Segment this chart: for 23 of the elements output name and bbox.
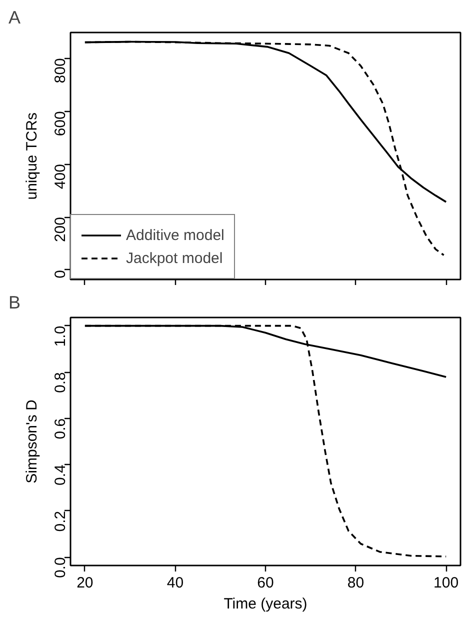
y-tick-label: 0 xyxy=(52,270,69,278)
y-tick-label: 0.6 xyxy=(52,418,69,440)
legend-label: Jackpot model xyxy=(126,250,223,266)
y-tick-label: 400 xyxy=(52,164,69,190)
y-tick-label: 0.8 xyxy=(52,372,69,393)
x-tick-label: 80 xyxy=(347,574,364,592)
y-axis-title: Simpson's D xyxy=(24,399,40,484)
y-tick-label: 0.0 xyxy=(52,557,69,578)
legend-label: Additive model xyxy=(126,226,224,244)
y-tick-label: 600 xyxy=(52,111,69,136)
x-tick-label: 40 xyxy=(166,574,184,592)
chart-title: B xyxy=(8,292,21,312)
y-axis-title: unique TCRs xyxy=(24,112,40,200)
x-tick-label: 60 xyxy=(257,574,274,592)
x-tick-label: 20 xyxy=(76,574,94,592)
y-tick-label: 1.0 xyxy=(52,326,69,347)
x-tick-label: 100 xyxy=(434,574,459,592)
y-tick-label: 200 xyxy=(52,217,69,242)
y-tick-label: 0.4 xyxy=(52,464,69,486)
y-tick-label: 0.2 xyxy=(52,510,69,532)
chart-title: A xyxy=(8,8,21,28)
y-tick-label: 800 xyxy=(52,58,69,84)
x-axis-title: Time (years) xyxy=(224,596,308,612)
